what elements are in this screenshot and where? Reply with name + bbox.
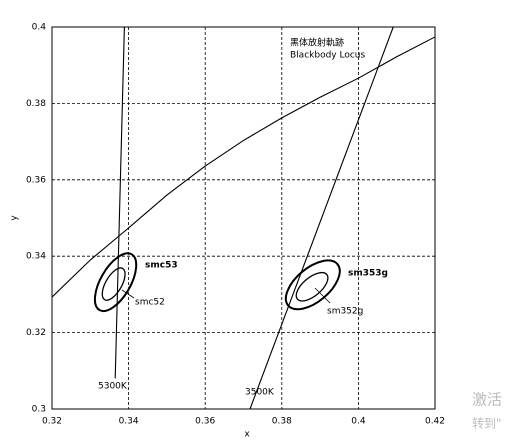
plot-frame	[51, 26, 436, 410]
y-tick-label: 0.34	[26, 252, 46, 262]
x-tick-label: 0.38	[272, 417, 292, 427]
y-tick-label: 0.3	[32, 405, 46, 415]
series-line	[114, 26, 125, 379]
ellipse	[284, 259, 341, 311]
ellipse-label: smc52	[135, 298, 165, 308]
series-label: 5300K	[98, 382, 128, 392]
leader-line	[314, 287, 331, 304]
series-label: Blackbody Locus	[290, 51, 365, 61]
x-tick-label: 0.36	[195, 417, 215, 427]
watermark: 激活	[472, 391, 502, 409]
leader-line	[121, 289, 135, 299]
ellipse-label: smc53	[145, 261, 178, 271]
x-tick-label: 0.34	[119, 417, 139, 427]
locus-label-cn: 黑体放射軌跡	[290, 37, 344, 49]
y-tick-label: 0.36	[26, 175, 46, 185]
y-tick-label: 0.32	[26, 328, 46, 338]
ellipse-label: sm353g	[348, 269, 388, 279]
ellipse	[101, 267, 126, 301]
ellipse	[295, 271, 329, 302]
series-label: 3500K	[245, 388, 275, 398]
series-line	[51, 36, 436, 298]
x-tick-label: 0.4	[351, 417, 366, 427]
ellipse-label: sm352g	[327, 307, 363, 317]
y-axis-label: y	[10, 215, 20, 221]
x-axis-label: x	[244, 430, 250, 440]
series-line	[249, 26, 394, 410]
watermark: 转到"	[472, 416, 502, 431]
y-tick-label: 0.38	[26, 99, 46, 109]
ellipse	[93, 252, 138, 313]
x-tick-label: 0.32	[42, 417, 62, 427]
x-tick-label: 0.42	[425, 417, 445, 427]
y-tick-label: 0.4	[32, 23, 47, 33]
